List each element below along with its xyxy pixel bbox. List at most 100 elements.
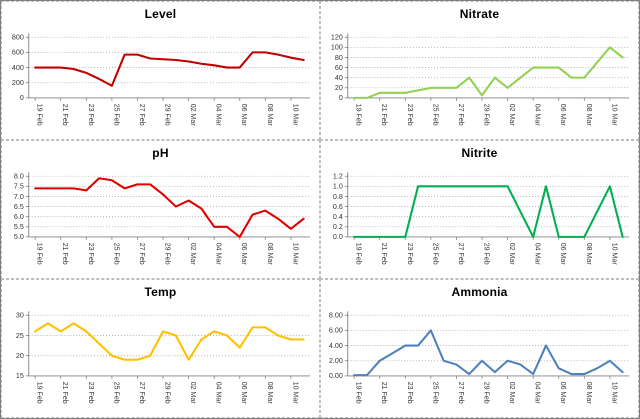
x-tick-label: 08 Mar xyxy=(266,382,274,405)
x-tick-label: 29 Feb xyxy=(163,104,171,126)
y-tick-label: 20 xyxy=(335,84,343,92)
y-tick-label: 8.0 xyxy=(14,173,24,181)
x-tick-label: 25 Feb xyxy=(431,104,439,126)
y-tick-label: 0.2 xyxy=(333,223,343,231)
x-tick-label: 04 Mar xyxy=(215,104,223,127)
series-line xyxy=(353,46,624,99)
y-tick-label: 5.0 xyxy=(14,233,24,241)
x-tick-label: 04 Mar xyxy=(534,382,542,405)
series-line xyxy=(353,185,624,238)
x-tick-label: 21 Feb xyxy=(61,104,69,126)
x-tick-label: 21 Feb xyxy=(61,243,69,265)
y-tick-label: 1.0 xyxy=(333,183,343,191)
level-chart: Level 0 200 400 600 800 19 Feb 21 Feb 23 Feb 25 … xyxy=(1,1,320,140)
x-tick-label: 29 Feb xyxy=(163,382,171,404)
y-tick-label: 6.0 xyxy=(14,213,24,221)
y-tick-label: 400 xyxy=(12,64,24,72)
x-tick-label: 02 Mar xyxy=(508,382,516,405)
y-tick-label: 5.5 xyxy=(14,223,24,231)
x-tick-label: 29 Feb xyxy=(482,243,490,265)
y-tick-label: 25 xyxy=(16,332,24,340)
ammonia-chart-plot: 0.00 2.00 4.00 6.00 8.00 19 Feb 21 Feb 23 Feb 25… xyxy=(329,311,630,405)
x-tick-label: 23 Feb xyxy=(406,382,414,404)
y-tick-label: 2.00 xyxy=(329,357,343,365)
x-tick-label: 23 Feb xyxy=(406,104,414,126)
x-tick-label: 19 Feb xyxy=(36,382,44,404)
y-tick-label: 0 xyxy=(20,94,24,102)
temp-chart-plot: 15 20 25 30 19 Feb 21 Feb 23 Feb 25 Feb 27 Feb 29… xyxy=(16,311,311,405)
x-tick-label: 02 Mar xyxy=(189,243,197,266)
series-line xyxy=(34,177,305,238)
x-tick-label: 29 Feb xyxy=(482,104,490,126)
x-tick-label: 19 Feb xyxy=(355,243,363,265)
x-tick-label: 21 Feb xyxy=(61,382,69,404)
y-tick-label: 40 xyxy=(335,74,343,82)
y-tick-label: 600 xyxy=(12,49,24,57)
x-tick-label: 06 Mar xyxy=(559,382,567,405)
x-tick-label: 19 Feb xyxy=(36,104,44,126)
ph-chart: pH 5.0 5.5 6.0 6.5 7.0 7.5 8.0 19 Feb 21 Feb 23 F… xyxy=(1,140,320,279)
x-tick-label: 19 Feb xyxy=(36,243,44,265)
x-tick-label: 04 Mar xyxy=(534,243,542,266)
y-tick-label: 4.00 xyxy=(329,342,343,350)
x-tick-label: 10 Mar xyxy=(291,382,299,405)
x-tick-label: 02 Mar xyxy=(508,243,516,266)
x-tick-label: 29 Feb xyxy=(482,382,490,404)
x-tick-label: 27 Feb xyxy=(457,243,465,265)
x-tick-label: 25 Feb xyxy=(112,104,120,126)
nitrate-chart: Nitrate 0 20 40 60 80 100 120 19 Feb 21 Feb 23 Fe… xyxy=(320,1,639,140)
x-tick-label: 21 Feb xyxy=(380,243,388,265)
x-tick-label: 27 Feb xyxy=(138,243,146,265)
series-line xyxy=(34,51,305,87)
x-tick-label: 10 Mar xyxy=(610,382,618,405)
y-tick-label: 6.5 xyxy=(14,203,24,211)
y-tick-label: 0.0 xyxy=(333,233,343,241)
y-tick-label: 200 xyxy=(12,79,24,87)
y-tick-label: 0.6 xyxy=(333,203,343,211)
y-tick-label: 7.0 xyxy=(14,193,24,201)
x-tick-label: 23 Feb xyxy=(87,382,95,404)
y-tick-label: 100 xyxy=(331,44,343,52)
x-tick-label: 06 Mar xyxy=(240,243,248,266)
x-tick-label: 19 Feb xyxy=(355,382,363,404)
nitrite-chart: Nitrite 0.0 0.2 0.4 0.6 0.8 1.0 1.2 19 Feb 21 Fe… xyxy=(320,140,639,279)
nitrite-chart-plot: 0.0 0.2 0.4 0.6 0.8 1.0 1.2 19 Feb 21 Feb 23 Feb 2… xyxy=(333,172,630,266)
y-tick-label: 120 xyxy=(331,34,343,42)
x-tick-label: 04 Mar xyxy=(215,243,223,266)
x-tick-label: 04 Mar xyxy=(215,382,223,405)
y-tick-label: 0.4 xyxy=(333,213,343,221)
x-tick-label: 27 Feb xyxy=(138,104,146,126)
x-tick-label: 27 Feb xyxy=(457,104,465,126)
x-tick-label: 02 Mar xyxy=(508,104,516,127)
nitrate-chart-plot: 0 20 40 60 80 100 120 19 Feb 21 Feb 23 Feb 25 Feb 2… xyxy=(331,33,630,127)
y-tick-label: 0.8 xyxy=(333,193,343,201)
x-tick-label: 08 Mar xyxy=(585,382,593,405)
x-tick-label: 06 Mar xyxy=(240,104,248,127)
x-tick-label: 21 Feb xyxy=(380,382,388,404)
y-tick-label: 8.00 xyxy=(329,312,343,320)
y-tick-label: 0.00 xyxy=(329,372,343,380)
y-tick-label: 0 xyxy=(339,94,343,102)
ammonia-chart: Ammonia 0.00 2.00 4.00 6.00 8.00 19 Feb 21 Feb… xyxy=(320,279,639,418)
x-tick-label: 02 Mar xyxy=(189,104,197,127)
y-tick-label: 30 xyxy=(16,312,24,320)
series-line xyxy=(353,329,624,377)
temp-chart: Temp 15 20 25 30 19 Feb 21 Feb 23 Feb 25 Feb 27 … xyxy=(1,279,320,418)
y-tick-label: 20 xyxy=(16,352,24,360)
x-tick-label: 08 Mar xyxy=(585,104,593,127)
x-tick-label: 23 Feb xyxy=(87,104,95,126)
x-tick-label: 10 Mar xyxy=(610,104,618,127)
y-tick-label: 80 xyxy=(335,54,343,62)
x-tick-label: 04 Mar xyxy=(534,104,542,127)
x-tick-label: 25 Feb xyxy=(112,382,120,404)
x-tick-label: 25 Feb xyxy=(112,243,120,265)
x-tick-label: 02 Mar xyxy=(189,382,197,405)
y-tick-label: 1.2 xyxy=(333,173,343,181)
y-tick-label: 800 xyxy=(12,34,24,42)
series-line xyxy=(34,322,305,361)
x-tick-label: 23 Feb xyxy=(87,243,95,265)
y-tick-label: 15 xyxy=(16,372,24,380)
x-tick-label: 10 Mar xyxy=(291,104,299,127)
level-chart-plot: 0 200 400 600 800 19 Feb 21 Feb 23 Feb 25 Feb 27 … xyxy=(12,33,311,127)
